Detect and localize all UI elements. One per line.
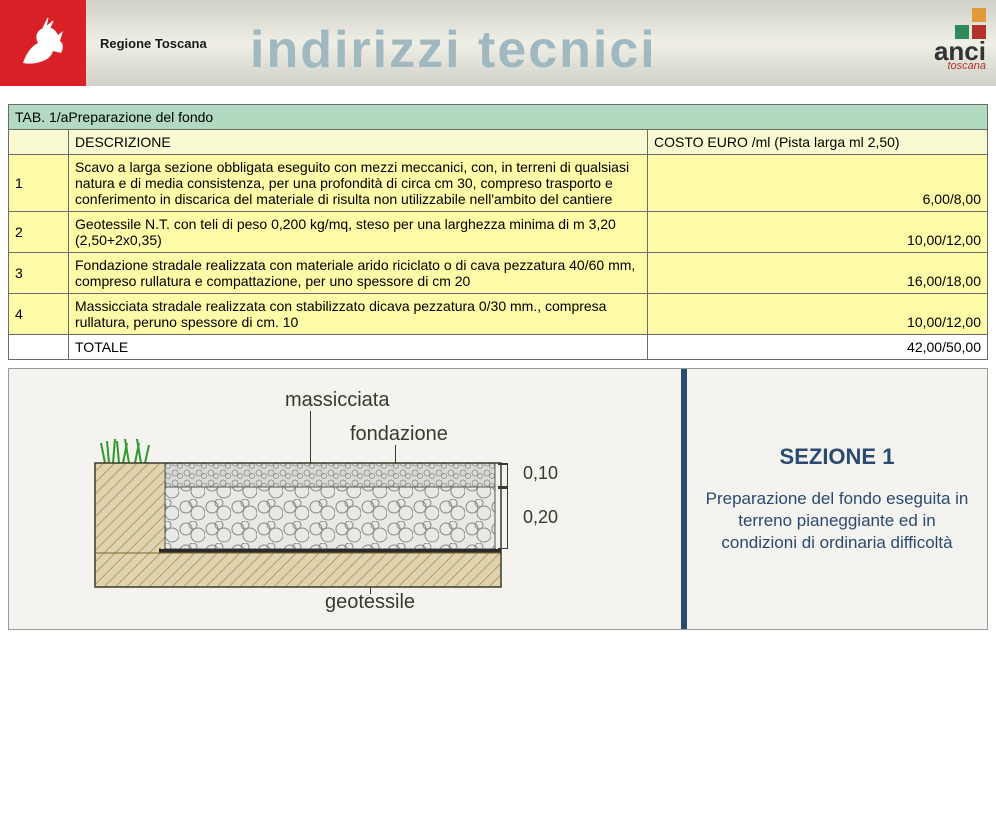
row-desc: Scavo a larga sezione obbligata eseguito… (69, 155, 648, 212)
row-cost: 10,00/12,00 (648, 212, 988, 253)
cost-table-wrap: TAB. 1/aPreparazione del fondo DESCRIZIO… (8, 104, 988, 360)
cost-table: TAB. 1/aPreparazione del fondo DESCRIZIO… (8, 104, 988, 360)
section-description: Preparazione del fondo eseguita in terre… (705, 488, 969, 554)
row-cost: 16,00/18,00 (648, 253, 988, 294)
row-desc: Fondazione stradale realizzata con mater… (69, 253, 648, 294)
col-cost: COSTO EURO /ml (Pista larga ml 2,50) (648, 130, 988, 155)
cross-section-diagram: massicciata fondazione geotessile (75, 389, 615, 619)
table-row: 2 Geotessile N.T. con teli di peso 0,200… (9, 212, 988, 253)
row-num: 4 (9, 294, 69, 335)
dim-bracket (507, 487, 508, 549)
table-total-row: TOTALE 42,00/50,00 (9, 335, 988, 360)
total-value: 42,00/50,00 (648, 335, 988, 360)
page-title: indirizzi tecnici (250, 20, 657, 80)
row-num: 2 (9, 212, 69, 253)
row-desc: Geotessile N.T. con teli di peso 0,200 k… (69, 212, 648, 253)
section-box: massicciata fondazione geotessile (8, 368, 988, 630)
page-header: Regione Toscana indirizzi tecnici anci t… (0, 0, 996, 86)
cross-section-svg (75, 389, 615, 619)
total-label: TOTALE (69, 335, 648, 360)
pegasus-icon (13, 13, 73, 73)
dim-mid: 0,20 (523, 507, 558, 528)
table-row: 4 Massicciata stradale realizzata con st… (9, 294, 988, 335)
table-title: TAB. 1/aPreparazione del fondo (9, 105, 988, 130)
col-description: DESCRIZIONE (69, 130, 648, 155)
dim-bracket (507, 463, 508, 487)
anci-square-icon (972, 8, 986, 22)
table-row: 1 Scavo a larga sezione obbligata esegui… (9, 155, 988, 212)
row-cost: 6,00/8,00 (648, 155, 988, 212)
section-heading: SEZIONE 1 (705, 444, 969, 470)
diagram-panel: massicciata fondazione geotessile (9, 369, 681, 629)
row-num: 1 (9, 155, 69, 212)
region-label: Regione Toscana (100, 36, 207, 51)
anci-label: anci (896, 42, 986, 60)
anci-logo: anci toscana (896, 8, 986, 78)
row-num: 3 (9, 253, 69, 294)
dim-top: 0,10 (523, 463, 558, 484)
table-title-row: TAB. 1/aPreparazione del fondo (9, 105, 988, 130)
row-desc: Massicciata stradale realizzata con stab… (69, 294, 648, 335)
section-text-panel: SEZIONE 1 Preparazione del fondo eseguit… (687, 369, 987, 629)
table-row: 3 Fondazione stradale realizzata con mat… (9, 253, 988, 294)
region-logo (0, 0, 86, 86)
row-cost: 10,00/12,00 (648, 294, 988, 335)
table-header-row: DESCRIZIONE COSTO EURO /ml (Pista larga … (9, 130, 988, 155)
